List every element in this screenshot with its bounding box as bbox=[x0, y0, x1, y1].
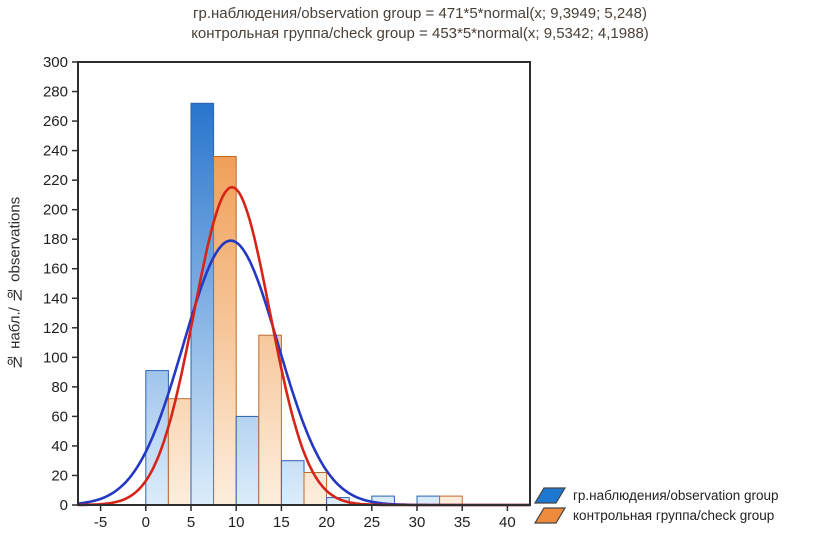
histogram-bar-check bbox=[258, 334, 282, 506]
legend-swatch-check-shape bbox=[534, 507, 566, 524]
legend-swatch-observation-icon bbox=[534, 487, 566, 504]
y-tick-label: 100 bbox=[43, 349, 68, 366]
x-tick-label: 5 bbox=[187, 514, 195, 531]
chart-title-line-2: контрольная группа/check group = 453*5*n… bbox=[191, 25, 649, 42]
chart-title-line-1: гр.наблюдения/observation group = 471*5*… bbox=[193, 5, 647, 22]
y-tick-label: 280 bbox=[43, 84, 68, 101]
x-tick-label: 0 bbox=[142, 514, 150, 531]
legend-swatch-observation-shape bbox=[534, 487, 566, 504]
x-tick-label: -5 bbox=[94, 514, 107, 531]
y-tick-label: 80 bbox=[51, 379, 68, 396]
plot-frame bbox=[77, 61, 531, 506]
x-tick-label: 20 bbox=[318, 514, 335, 531]
histogram-bar-observation bbox=[280, 460, 305, 506]
y-tick-label: 20 bbox=[51, 467, 68, 484]
x-tick-label: 25 bbox=[363, 514, 380, 531]
legend: гр.наблюдения/observation group контроль… bbox=[534, 487, 779, 524]
y-tick-label: 180 bbox=[43, 231, 68, 248]
y-tick-label: 120 bbox=[43, 320, 68, 337]
y-tick-label: 260 bbox=[43, 113, 68, 130]
y-tick-label: 140 bbox=[43, 290, 68, 307]
y-tick-label: 0 bbox=[60, 497, 68, 514]
legend-item-observation: гр.наблюдения/observation group bbox=[534, 487, 779, 504]
y-tick-label: 300 bbox=[43, 54, 68, 71]
x-tick-label: 15 bbox=[273, 514, 290, 531]
y-tick-label: 200 bbox=[43, 202, 68, 219]
y-tick-label: 240 bbox=[43, 143, 68, 160]
histogram-bar-observation bbox=[235, 415, 260, 506]
legend-label-check: контрольная группа/check group bbox=[573, 508, 775, 523]
y-tick-label: 60 bbox=[51, 408, 68, 425]
y-tick-label: 40 bbox=[51, 438, 68, 455]
y-tick-label: 220 bbox=[43, 172, 68, 189]
histogram-bar-check bbox=[439, 495, 463, 506]
x-tick-label: 10 bbox=[228, 514, 245, 531]
legend-label-observation: гр.наблюдения/observation group bbox=[573, 488, 779, 503]
legend-swatch-check-icon bbox=[534, 507, 566, 524]
y-tick-label: 160 bbox=[43, 261, 68, 278]
x-tick-label: 35 bbox=[454, 514, 471, 531]
legend-item-check: контрольная группа/check group bbox=[534, 507, 779, 524]
x-tick-label: 30 bbox=[409, 514, 426, 531]
x-tick-label: 40 bbox=[499, 514, 516, 531]
